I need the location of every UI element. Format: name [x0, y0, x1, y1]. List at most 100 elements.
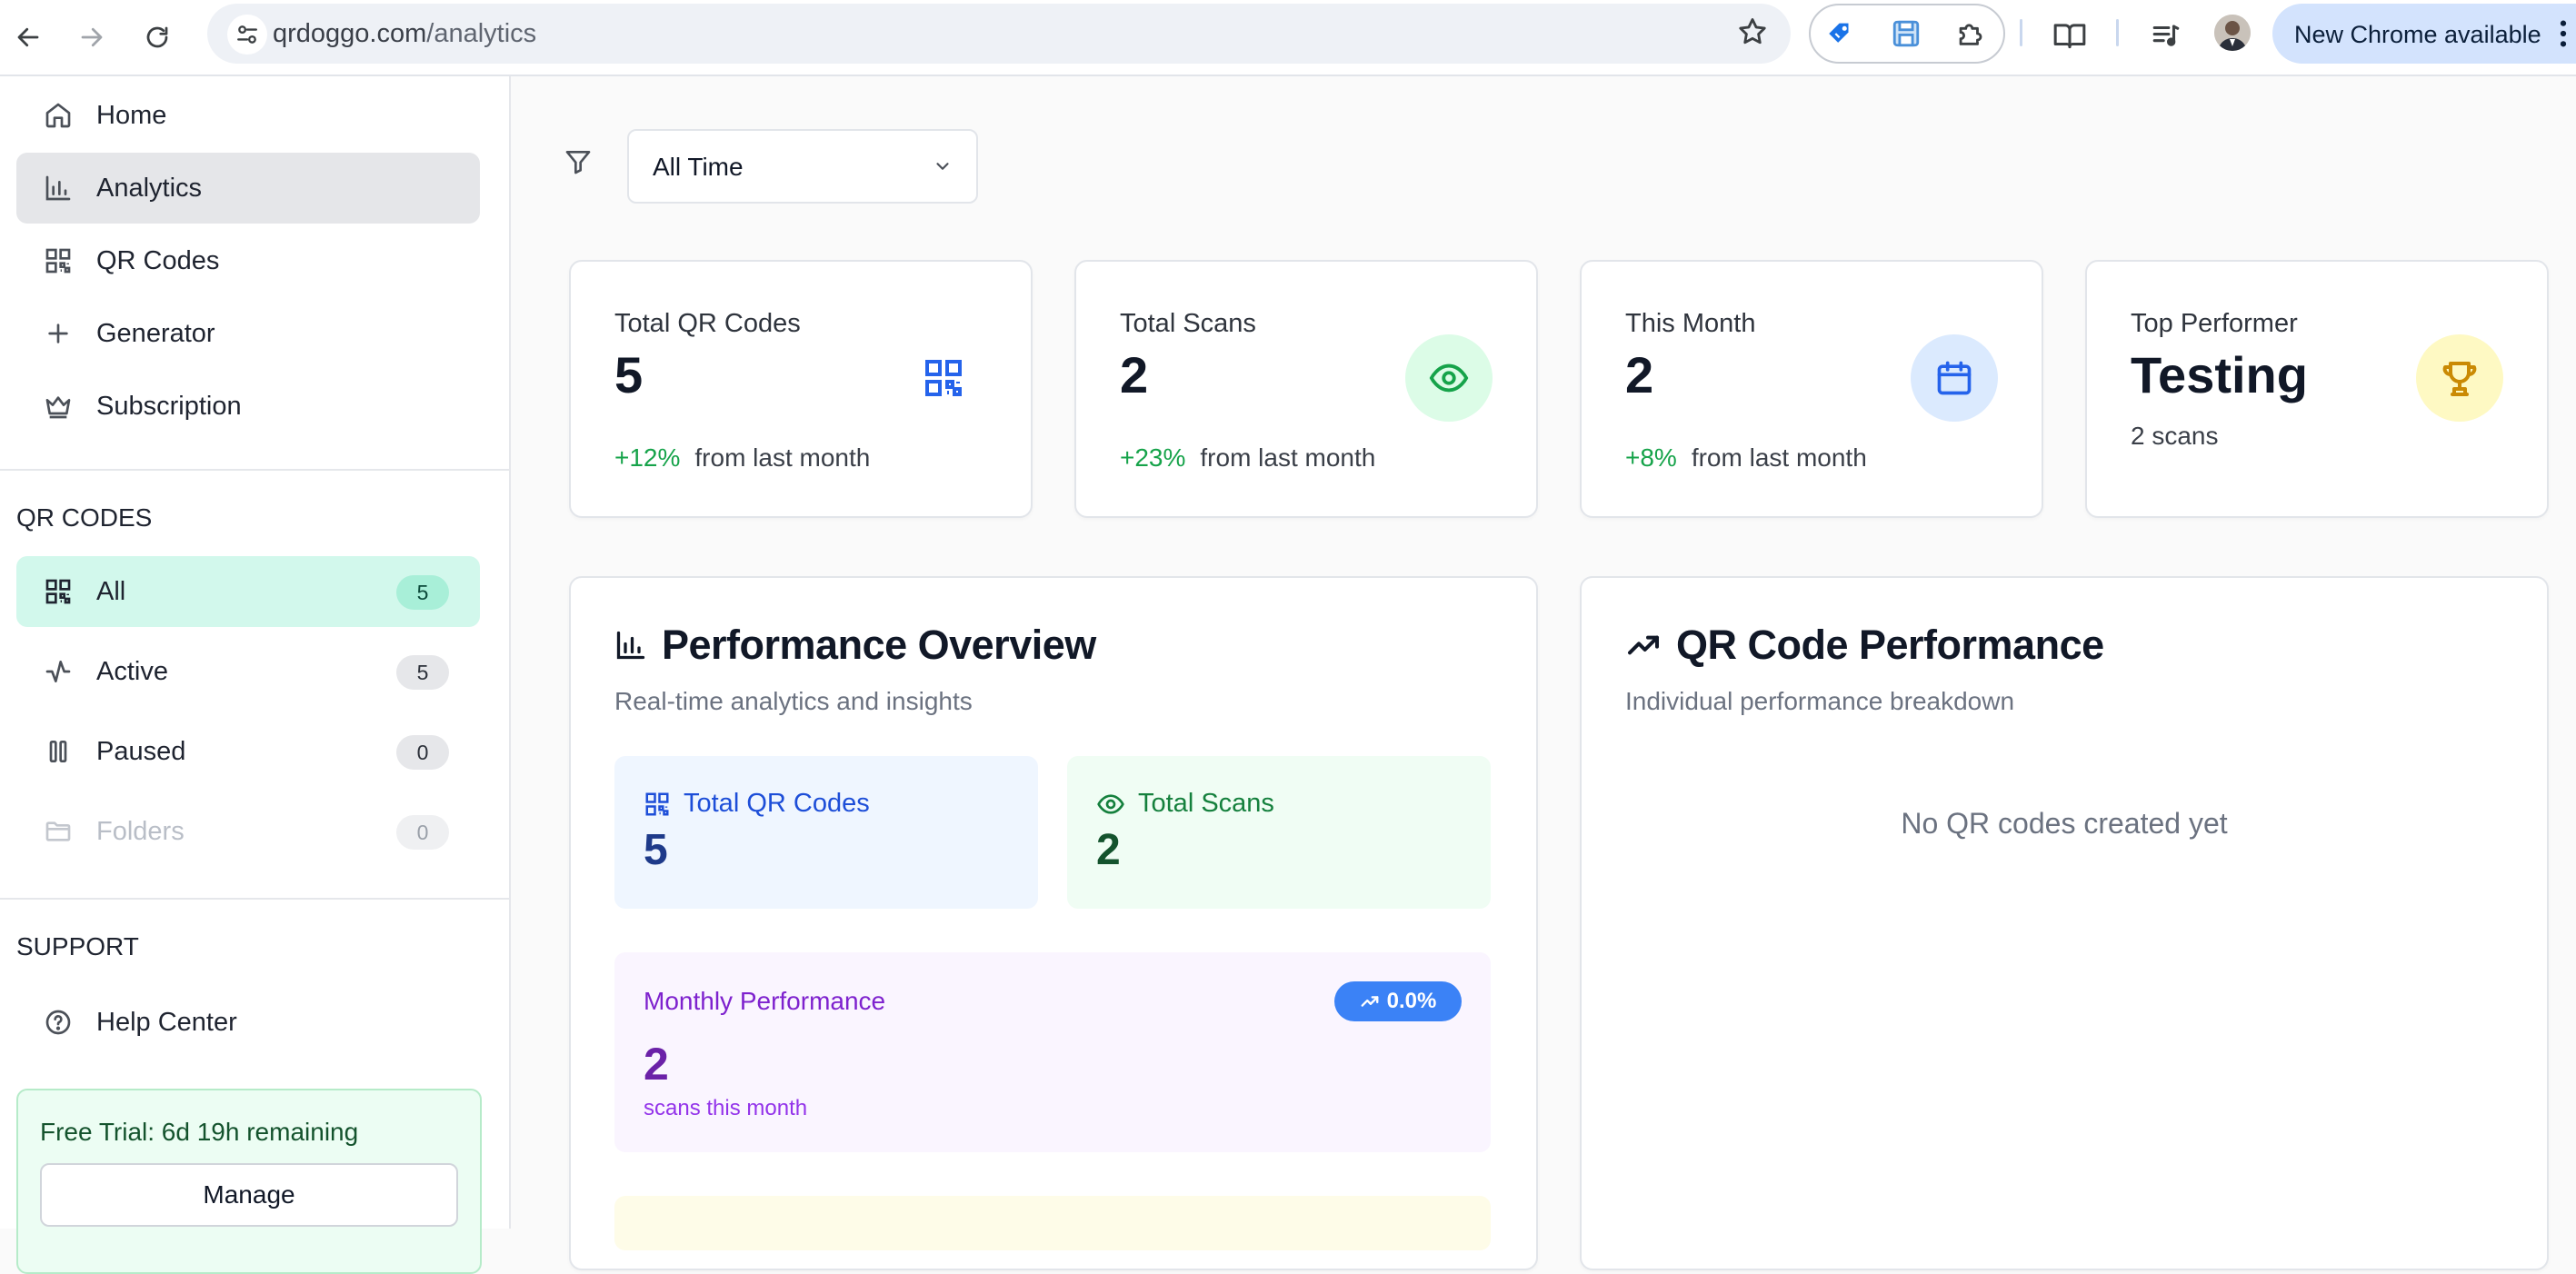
trophy-icon: [2442, 362, 2477, 396]
sidebar-filter-active[interactable]: Active 5: [16, 636, 480, 707]
sidebar-item-label: Help Center: [96, 1008, 237, 1037]
eye-icon: [1429, 363, 1469, 393]
stat-change: +8% from last month: [1625, 443, 1867, 473]
stat-card-total-scans: Total Scans 2 +23% from last month: [1074, 260, 1538, 518]
profile-photo-icon: [2214, 15, 2251, 51]
bar-chart-icon: [45, 175, 71, 201]
stat-icon-wrap: [1405, 334, 1493, 422]
sidebar-item-help-center[interactable]: Help Center: [16, 987, 480, 1058]
chevron-down-icon: [936, 163, 949, 170]
tile-label: Total Scans: [1096, 789, 1274, 819]
plus-icon: [48, 323, 68, 343]
stat-title: Total Scans: [1120, 309, 1256, 338]
panel-subtitle: Real-time analytics and insights: [614, 687, 973, 715]
sidebar-filter-all[interactable]: All 5: [16, 556, 480, 627]
more-vertical-icon: [2560, 20, 2567, 47]
reload-icon: [146, 26, 168, 48]
extension-save-button[interactable]: [1887, 15, 1925, 53]
sidebar-filter-paused[interactable]: Paused 0: [16, 716, 480, 787]
sidebar-item-generator[interactable]: Generator: [16, 298, 480, 369]
sidebar-item-subscription[interactable]: Subscription: [16, 371, 480, 442]
sidebar-item-label: Folders: [96, 817, 185, 846]
stat-icon-wrap: [1911, 334, 1998, 422]
update-chrome-button[interactable]: New Chrome available: [2272, 4, 2576, 64]
puzzle-icon: [1959, 24, 1982, 45]
playlist-music-icon: [2152, 25, 2180, 46]
tile-label-text: Total Scans: [1138, 789, 1274, 818]
trial-text: Free Trial: 6d 19h remaining: [40, 1118, 359, 1146]
tile-label-text: Total QR Codes: [684, 789, 870, 818]
back-button[interactable]: [7, 16, 49, 58]
sidebar-item-label: Active: [96, 657, 168, 686]
arrow-left-icon: [17, 27, 39, 47]
sidebar-filter-folders[interactable]: Folders 0: [16, 796, 480, 867]
forward-button[interactable]: [71, 16, 113, 58]
stat-title: Top Performer: [2131, 309, 2298, 338]
sidebar-item-qr-codes[interactable]: QR Codes: [16, 225, 480, 296]
stat-change-suffix: from last month: [694, 443, 871, 472]
qr-code-performance-panel: QR Code Performance Individual performan…: [1580, 576, 2549, 1270]
main-content: All Time Total QR Codes 5 +12% from last …: [511, 76, 2576, 1270]
panel-subtitle: Individual performance breakdown: [1625, 687, 2015, 715]
reload-button[interactable]: [136, 16, 178, 58]
stat-card-top-performer: Top Performer Testing 2 scans: [2085, 260, 2549, 518]
reading-mode-button[interactable]: [2049, 15, 2091, 56]
stat-card-total-qr-codes: Total QR Codes 5 +12% from last month: [569, 260, 1033, 518]
stat-title: Total QR Codes: [614, 309, 801, 338]
arrow-right-icon: [81, 27, 103, 47]
address-bar[interactable]: qrdoggo.com/analytics: [207, 4, 1791, 64]
star-icon: [1739, 18, 1766, 45]
tile-monthly-performance: Monthly Performance 0.0% 2 scans this mo…: [614, 952, 1491, 1152]
count-badge: 5: [396, 575, 449, 610]
tile-total-qr-codes: Total QR Codes 5: [614, 756, 1038, 909]
tile-label: Total QR Codes: [644, 789, 870, 819]
trend-badge: 0.0%: [1334, 981, 1462, 1021]
sidebar-item-home[interactable]: Home: [16, 80, 480, 151]
tune-icon: [237, 25, 257, 44]
extensions-group: [1809, 4, 2005, 64]
sidebar-item-label: QR Codes: [96, 246, 220, 275]
trending-up-icon: [1628, 635, 1659, 655]
media-controls-button[interactable]: [2145, 15, 2187, 56]
filter-button[interactable]: [564, 147, 593, 176]
browser-menu-button[interactable]: [2558, 18, 2569, 49]
stat-value: 5: [614, 346, 644, 403]
site-info-button[interactable]: [227, 15, 267, 55]
update-label: New Chrome available: [2294, 21, 2541, 48]
tile-total-scans: Total Scans 2: [1067, 756, 1491, 909]
book-open-icon: [2053, 24, 2086, 49]
eye-icon: [1097, 793, 1124, 814]
panel-header: QR Code Performance: [1625, 622, 2104, 669]
stat-icon-wrap: [900, 334, 987, 422]
bookmark-button[interactable]: [1736, 15, 1769, 48]
stat-icon-wrap: [2416, 334, 2503, 422]
tile-subtext: scans this month: [644, 1096, 808, 1120]
browser-toolbar: qrdoggo.com/analytics New Chrome availab…: [0, 0, 2576, 76]
stat-value: 2: [1625, 346, 1654, 403]
profile-avatar[interactable]: [2214, 15, 2251, 51]
extensions-button[interactable]: [1951, 15, 1989, 53]
sidebar-divider: [0, 898, 509, 900]
performance-overview-panel: Performance Overview Real-time analytics…: [569, 576, 1538, 1270]
stat-change-percent: +8%: [1625, 443, 1677, 472]
sidebar-item-label: All: [96, 577, 126, 606]
stat-card-this-month: This Month 2 +8% from last month: [1580, 260, 2043, 518]
qr-code-icon: [925, 360, 962, 396]
stat-value: 2: [1120, 346, 1149, 403]
panel-header: Performance Overview: [614, 622, 1096, 669]
toolbar-separator: [2020, 19, 2022, 46]
stat-subtext: 2 scans: [2131, 422, 2219, 450]
trend-badge-text: 0.0%: [1386, 989, 1437, 1013]
extension-tag-button[interactable]: [1822, 15, 1860, 53]
time-range-value: All Time: [653, 153, 744, 181]
empty-state-message: No QR codes created yet: [1901, 807, 2228, 840]
manage-button[interactable]: Manage: [40, 1163, 458, 1227]
help-circle-icon: [45, 1010, 71, 1035]
folder-icon: [45, 821, 71, 841]
time-range-select[interactable]: All Time: [627, 129, 978, 204]
section-heading-qr-codes: QR CODES: [16, 503, 153, 532]
sidebar-item-analytics[interactable]: Analytics: [16, 153, 480, 224]
url-text[interactable]: qrdoggo.com/analytics: [273, 19, 536, 49]
stat-change: +23% from last month: [1120, 443, 1375, 473]
calendar-icon: [1937, 361, 1972, 395]
